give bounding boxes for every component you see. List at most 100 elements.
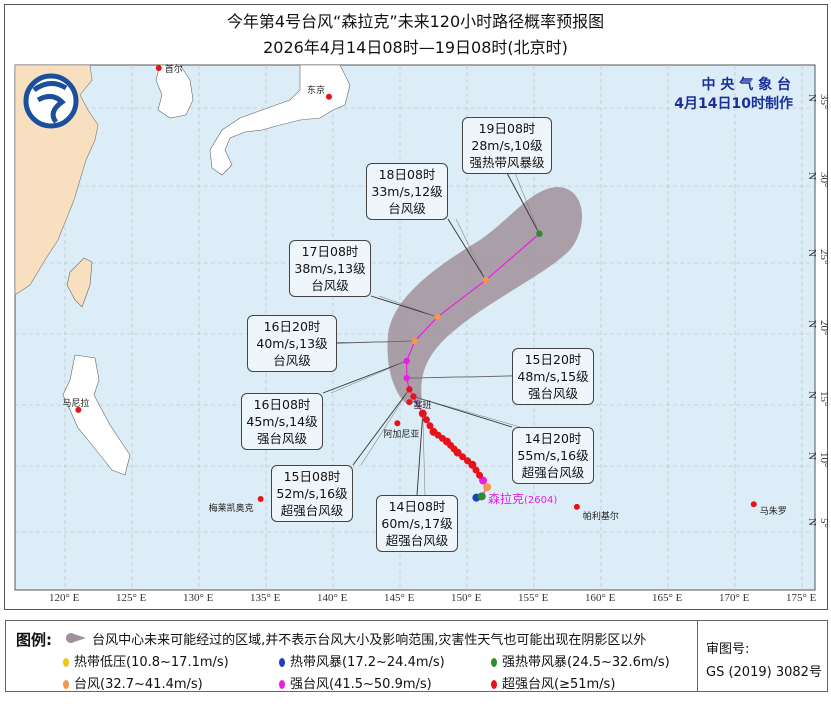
forecast-level: 台风级	[311, 278, 349, 293]
legend-item: 台风(32.7~41.4m/s)	[63, 673, 203, 692]
leader-line	[330, 360, 407, 394]
legend-item-label: 超强台风(≥51m/s)	[502, 677, 616, 692]
forecast-wind: 40m/s,13级	[256, 336, 328, 351]
leader-line	[455, 218, 487, 281]
lat-tick-label: 10° N	[806, 452, 830, 468]
typhoon-level-icon	[491, 658, 497, 667]
lat-tick-label: 25° N	[806, 249, 830, 265]
forecast-wind: 52m/s,16级	[276, 486, 348, 501]
leader-line	[514, 172, 540, 234]
typhoon-level-icon	[63, 680, 69, 689]
forecast-wind: 48m/s,15级	[517, 369, 589, 384]
legend-item-label: 台风(32.7~41.4m/s)	[74, 677, 203, 692]
city-label: 帕利基尔	[582, 511, 619, 522]
review-label: 审图号:	[706, 642, 750, 657]
city-marker	[75, 406, 82, 413]
typhoon-code: (2604)	[524, 495, 558, 506]
forecast-time: 15日08时	[283, 469, 341, 484]
leader-line	[344, 340, 415, 344]
leader-line	[413, 396, 521, 428]
past-track-point	[426, 422, 434, 430]
legend-item: 超强台风(≥51m/s)	[491, 673, 615, 692]
typhoon-name: 森拉克	[488, 492, 525, 506]
past-track-point	[430, 428, 438, 436]
probability-cone	[387, 186, 583, 405]
issue-time: 4月14日10时制作	[674, 96, 793, 112]
lon-tick-label: 145° E	[384, 592, 415, 604]
forecast-level: 台风级	[388, 201, 426, 216]
past-track-point	[483, 483, 492, 492]
past-track-point	[477, 492, 486, 501]
typhoon-level-icon	[491, 680, 497, 689]
past-track-point	[463, 457, 471, 465]
lon-tick-label: 175° E	[786, 592, 817, 604]
forecast-wind: 28m/s,10级	[471, 138, 543, 153]
cone-swatch-icon	[66, 633, 86, 643]
forecast-level: 台风级	[273, 353, 311, 368]
land-philippines	[62, 354, 131, 476]
legend-divider	[697, 621, 698, 691]
legend-item: 强热带风暴(24.5~32.6m/s)	[491, 651, 670, 670]
legend-title: 图例:	[16, 631, 52, 649]
lon-tick-label: 135° E	[250, 592, 281, 604]
forecast-point	[434, 313, 441, 321]
track-points	[403, 230, 543, 502]
forecast-point	[406, 386, 413, 393]
lon-tick-label: 130° E	[183, 592, 214, 604]
legend: 图例: 台风中心未来可能经过的区域,并不表示台风大小及影响范围,灾害性天气也可能…	[5, 620, 828, 692]
forecast-point	[403, 357, 410, 365]
city-marker	[155, 65, 162, 71]
lat-tick-label: 35° N	[806, 94, 830, 110]
forecast-label-box: 14日08时 60m/s,17级 超强台风级	[376, 495, 458, 552]
lon-tick-label: 170° E	[719, 592, 750, 604]
forecast-label-box: 15日20时 48m/s,15级 强台风级	[512, 348, 594, 405]
forecast-level: 超强台风级	[521, 465, 585, 480]
city-marker	[573, 503, 580, 510]
city-label: 马尼拉	[62, 398, 90, 409]
lon-tick-label: 125° E	[116, 592, 147, 604]
lat-tick-label: 5° N	[806, 518, 830, 528]
map-subtitle: 2026年4月14日08时—19日08时(北京时)	[263, 38, 568, 57]
legend-item: 热带风暴(17.2~24.4m/s)	[279, 651, 445, 670]
forecast-time: 18日08时	[378, 167, 436, 182]
forecast-time: 15日20时	[524, 352, 582, 367]
past-track-point	[459, 453, 467, 461]
legend-item-label: 热带低压(10.8~17.1m/s)	[74, 655, 229, 670]
forecast-wind: 60m/s,17级	[381, 516, 453, 531]
past-track-point	[472, 466, 480, 474]
leader-line	[370, 295, 438, 318]
past-track-point	[479, 476, 488, 485]
forecast-time: 14日08时	[388, 499, 446, 514]
typhoon-level-icon	[63, 658, 69, 667]
forecast-point	[411, 337, 418, 345]
map-title: 今年第4号台风“森拉克”未来120小时路径概率预报图	[226, 12, 605, 31]
legend-item: 强台风(41.5~50.9m/s)	[279, 673, 432, 692]
forecast-level: 超强台风级	[385, 533, 449, 548]
forecast-time: 19日08时	[478, 121, 536, 136]
leader-line	[422, 413, 426, 496]
forecast-level: 强热带风暴级	[469, 155, 545, 170]
forecast-wind: 55m/s,16级	[517, 448, 589, 463]
leader-line	[322, 360, 407, 394]
forecast-point	[536, 230, 543, 237]
forecast-point	[482, 276, 489, 284]
land-korea	[155, 64, 194, 119]
city-marker	[325, 93, 332, 100]
forecast-label-box: 16日20时 40m/s,13级 台风级	[247, 315, 337, 372]
forecast-level: 超强台风级	[280, 503, 344, 518]
forecast-label-box: 15日08时 52m/s,16级 超强台风级	[271, 465, 353, 522]
lon-tick-label: 120° E	[49, 592, 80, 604]
lon-tick-label: 150° E	[451, 592, 482, 604]
city-marker	[257, 496, 264, 502]
leader-line	[413, 396, 513, 428]
leader-line	[416, 413, 424, 496]
lon-tick-label: 165° E	[652, 592, 683, 604]
city-label: 马朱罗	[759, 507, 787, 518]
legend-cone-text: 台风中心未来可能经过的区域,并不表示台风大小及影响范围,灾害性天气也可能出现在阴…	[92, 633, 647, 648]
land-japan	[209, 64, 351, 176]
city-label: 首尔	[164, 65, 183, 75]
forecast-point	[419, 410, 426, 417]
cma-logo	[23, 73, 79, 129]
lon-tick-label: 155° E	[518, 592, 549, 604]
label-leaders	[322, 172, 540, 496]
